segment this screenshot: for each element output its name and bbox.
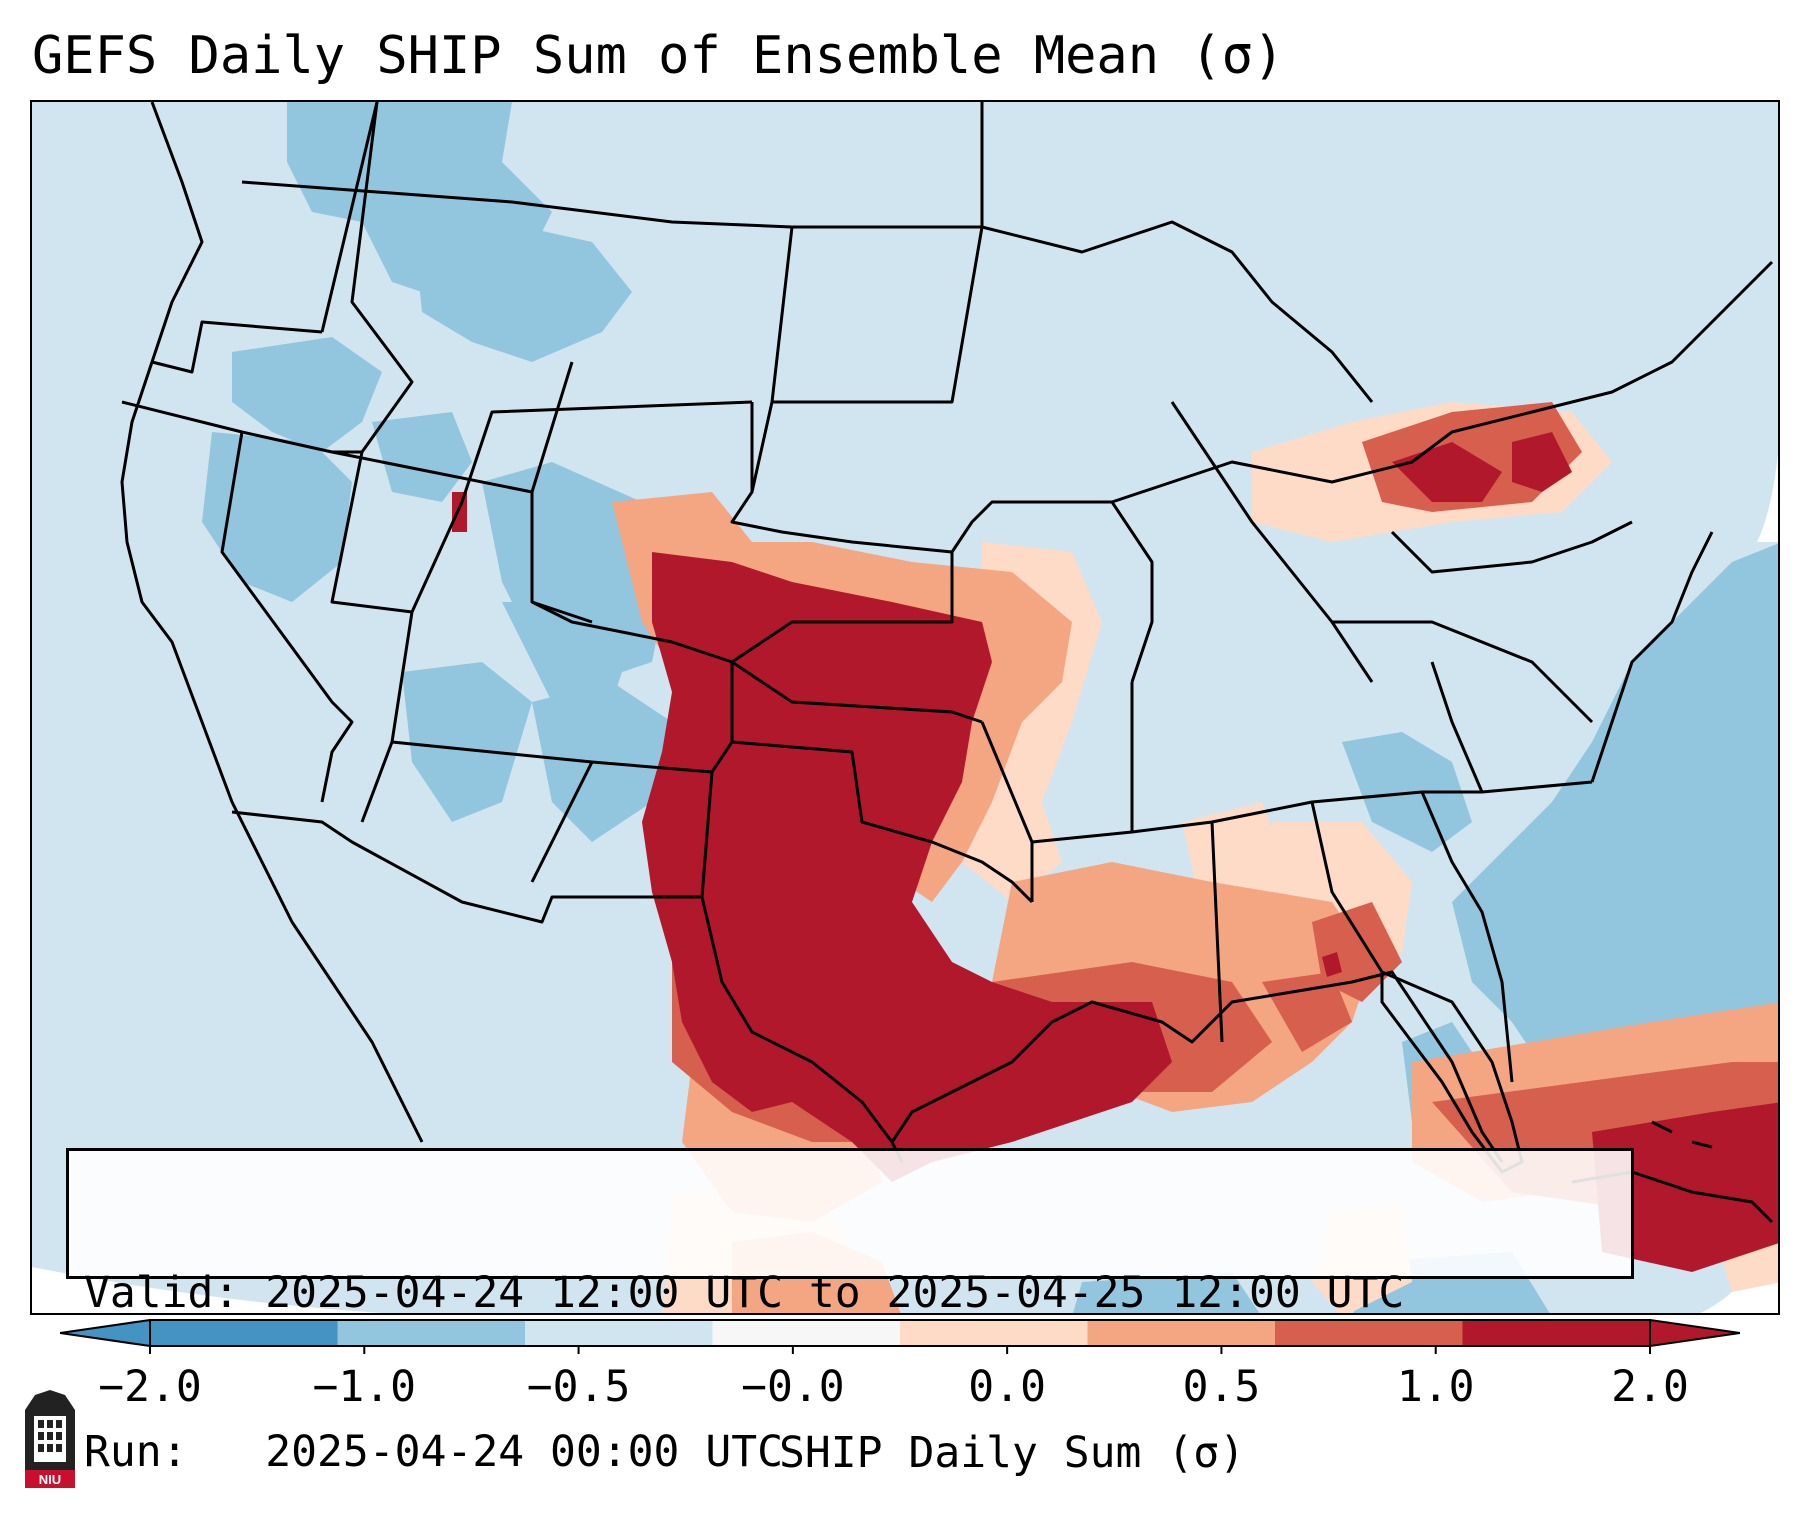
pa-border: [1390, 520, 1633, 574]
west-coastline: [120, 102, 424, 1143]
colorbar-tick-label: 0.5: [1182, 1362, 1261, 1412]
us-mexico-border: [231, 810, 702, 924]
dakotas-border: [772, 226, 984, 404]
projection-edge-sw: [32, 1267, 382, 1313]
colorbar-tick-label: −0.0: [741, 1362, 845, 1412]
ok-tx-border: [731, 740, 1034, 904]
colorbar-tick-label: −0.5: [526, 1362, 631, 1412]
logo-banner: [25, 1470, 75, 1488]
wv-va-border: [1430, 661, 1484, 793]
valid-range: 2025-04-24 12:00 UTC to 2025-04-25 12:00…: [265, 1268, 1405, 1318]
central-plains-borders: [730, 402, 983, 724]
ohio-valley-border: [1170, 401, 1374, 683]
colorbar-extend-high: [1649, 1318, 1740, 1348]
or-ca-nv-border: [121, 400, 362, 454]
colorbar-segment: [1275, 1320, 1463, 1346]
colorbar-ticks: [149, 1346, 1651, 1354]
map-panel: [30, 100, 1780, 1315]
colorbar: [60, 1318, 1740, 1354]
southeast-coast: [1420, 791, 1514, 1083]
plot-title: GEFS Daily SHIP Sum of Ensemble Mean (σ): [32, 26, 1285, 86]
nm-east-border: [700, 771, 714, 898]
ca-nv-border: [220, 431, 354, 803]
va-border: [1332, 620, 1594, 724]
nv-az-border: [360, 741, 394, 823]
co-border: [531, 600, 733, 664]
colorbar-tick-label: 0.0: [968, 1362, 1046, 1412]
run-time: 2025-04-24 00:00 UTC: [265, 1427, 783, 1477]
valid-run-info-box: Valid: 2025-04-24 12:00 UTC to 2025-04-2…: [66, 1148, 1634, 1477]
colorbar-segment: [1087, 1320, 1276, 1346]
ut-wy-border: [410, 400, 753, 613]
run-label: Run:: [84, 1427, 188, 1477]
colorbar-segments: [60, 1318, 1740, 1348]
wa-or-border: [151, 320, 323, 374]
colorbar-segment: [337, 1320, 526, 1346]
gulf-coastline: [890, 970, 1504, 1163]
great-lakes-northeast: [1111, 260, 1774, 504]
idaho-border: [330, 102, 414, 614]
wa-id-border: [320, 102, 379, 333]
mid-atlantic-coast: [1590, 531, 1714, 783]
projection-edge-se: [1700, 1226, 1778, 1313]
run-line: Run: 2025-04-24 00:00 UTC: [84, 1426, 1631, 1479]
colorbar-tick-label: −2.0: [98, 1362, 202, 1412]
state-borders: [120, 102, 1774, 1163]
colorbar-tick-label: −1.0: [312, 1362, 417, 1412]
al-ga-border: [1210, 821, 1224, 1043]
great-lakes-north: [981, 220, 1374, 403]
valid-line: Valid: 2025-04-24 12:00 UTC to 2025-04-2…: [84, 1267, 1631, 1320]
colorbar-outline: [149, 1319, 1651, 1347]
logo-text: NIU: [39, 1472, 61, 1487]
colorbar-segment: [525, 1320, 713, 1346]
ship-field-map: [32, 102, 1778, 1313]
colorbar-extend-low: [60, 1318, 151, 1348]
colorbar-segment: [1462, 1320, 1651, 1346]
az-nm-border: [530, 761, 594, 883]
colorbar-segment: [150, 1320, 338, 1346]
nm-north-border: [591, 662, 734, 774]
colorbar-tick-label: 1.0: [1396, 1362, 1475, 1412]
valid-label: Valid:: [84, 1268, 240, 1318]
niu-logo: NIU: [25, 1390, 75, 1488]
colorbar-tick-label: 2.0: [1611, 1362, 1689, 1412]
ga-sc-border: [1310, 801, 1384, 973]
colorbar-label: SHIP Daily Sum (σ): [779, 1428, 1245, 1478]
projection-edge-e: [1757, 453, 1778, 542]
colorbar-segment: [900, 1320, 1088, 1346]
northern-border: [241, 180, 793, 229]
colorbar-segment: [712, 1320, 901, 1346]
atlantic-anomaly: [1452, 543, 1778, 1092]
